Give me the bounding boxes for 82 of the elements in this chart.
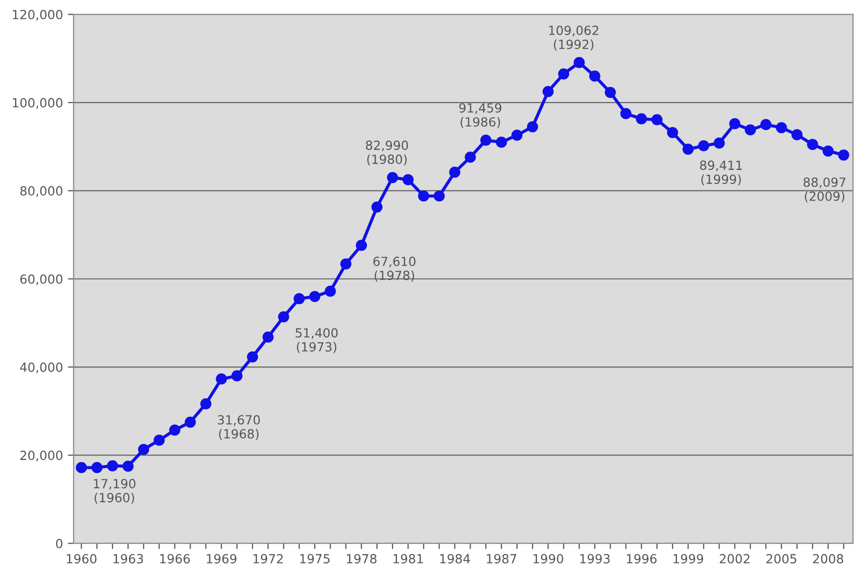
- x-tick-label: 1969: [206, 554, 236, 564]
- annotation: 89,411 (1999): [700, 160, 742, 186]
- point: [434, 190, 445, 202]
- point: [682, 144, 694, 155]
- x-tick-label: 1993: [580, 554, 610, 564]
- y-tick-label: 0: [56, 538, 62, 548]
- point: [402, 174, 414, 186]
- point: [106, 460, 118, 472]
- point: [776, 122, 788, 134]
- point: [91, 462, 102, 474]
- point: [464, 152, 476, 163]
- point: [216, 373, 227, 384]
- point: [184, 416, 196, 428]
- point: [620, 108, 632, 120]
- point: [200, 398, 212, 410]
- annotation: 88,097 (2009): [804, 177, 846, 202]
- y-tick-label: 20,000: [20, 450, 62, 462]
- point: [480, 134, 492, 146]
- point: [449, 166, 460, 178]
- x-tick-label: 1978: [346, 554, 376, 564]
- x-tick-label: 2002: [720, 554, 750, 564]
- point: [418, 190, 430, 202]
- y-tick-label: 100,000: [12, 98, 62, 109]
- annotation: 51,400 (1973): [296, 328, 338, 354]
- point: [729, 118, 740, 130]
- point: [698, 140, 710, 152]
- point: [356, 240, 367, 251]
- point: [760, 119, 772, 130]
- point: [589, 70, 600, 82]
- y-tick-label: 40,000: [20, 362, 62, 374]
- annotation: 17,190 (1960): [94, 478, 136, 504]
- x-tick-label: 1963: [114, 554, 143, 564]
- point: [496, 136, 507, 148]
- point: [294, 293, 305, 304]
- point: [636, 113, 647, 124]
- point: [309, 290, 320, 302]
- point: [371, 201, 383, 213]
- annotation: 91,459 (1986): [459, 103, 502, 128]
- point: [822, 145, 834, 157]
- point: [714, 138, 725, 149]
- y-tick-label: 80,000: [20, 186, 62, 197]
- x-tick-label: 1981: [394, 554, 423, 564]
- x-tick-label: 1972: [254, 554, 283, 564]
- point: [246, 351, 258, 362]
- point: [651, 114, 663, 126]
- point: [231, 370, 243, 382]
- annotation: 109,062 (1992): [549, 26, 598, 51]
- point: [154, 434, 165, 446]
- point: [791, 129, 803, 140]
- y-tick-label: 60,000: [20, 274, 62, 286]
- point: [138, 444, 150, 456]
- point: [340, 258, 352, 270]
- x-tick-label: 1975: [300, 554, 330, 564]
- point: [807, 138, 818, 150]
- point: [542, 86, 554, 98]
- point: [324, 286, 336, 297]
- x-tick-label: 1984: [440, 554, 470, 564]
- point: [278, 311, 290, 322]
- point: [526, 121, 538, 132]
- point: [666, 126, 678, 138]
- annotation: 82,990 (1980): [366, 140, 408, 166]
- point: [838, 149, 850, 161]
- point: [76, 462, 87, 474]
- point: [262, 332, 274, 343]
- x-tick-label: 2008: [813, 554, 844, 564]
- x-tick-label: 1987: [486, 554, 516, 564]
- x-tick-label: 1996: [626, 554, 657, 564]
- point: [604, 86, 616, 98]
- x-tick-label: 2005: [766, 554, 796, 564]
- point: [386, 172, 398, 184]
- x-tick-label: 1990: [534, 554, 564, 564]
- annotation: 31,670 (1968): [218, 415, 260, 440]
- point: [511, 130, 523, 141]
- point: [574, 57, 585, 68]
- y-tick-label: 120,000: [12, 10, 62, 21]
- point: [122, 460, 134, 472]
- point: [558, 68, 570, 80]
- point: [169, 424, 180, 436]
- x-tick-label: 1999: [674, 554, 704, 564]
- x-tick-label: 1966: [160, 554, 190, 564]
- x-tick-label: 1960: [66, 554, 96, 564]
- point: [744, 124, 756, 136]
